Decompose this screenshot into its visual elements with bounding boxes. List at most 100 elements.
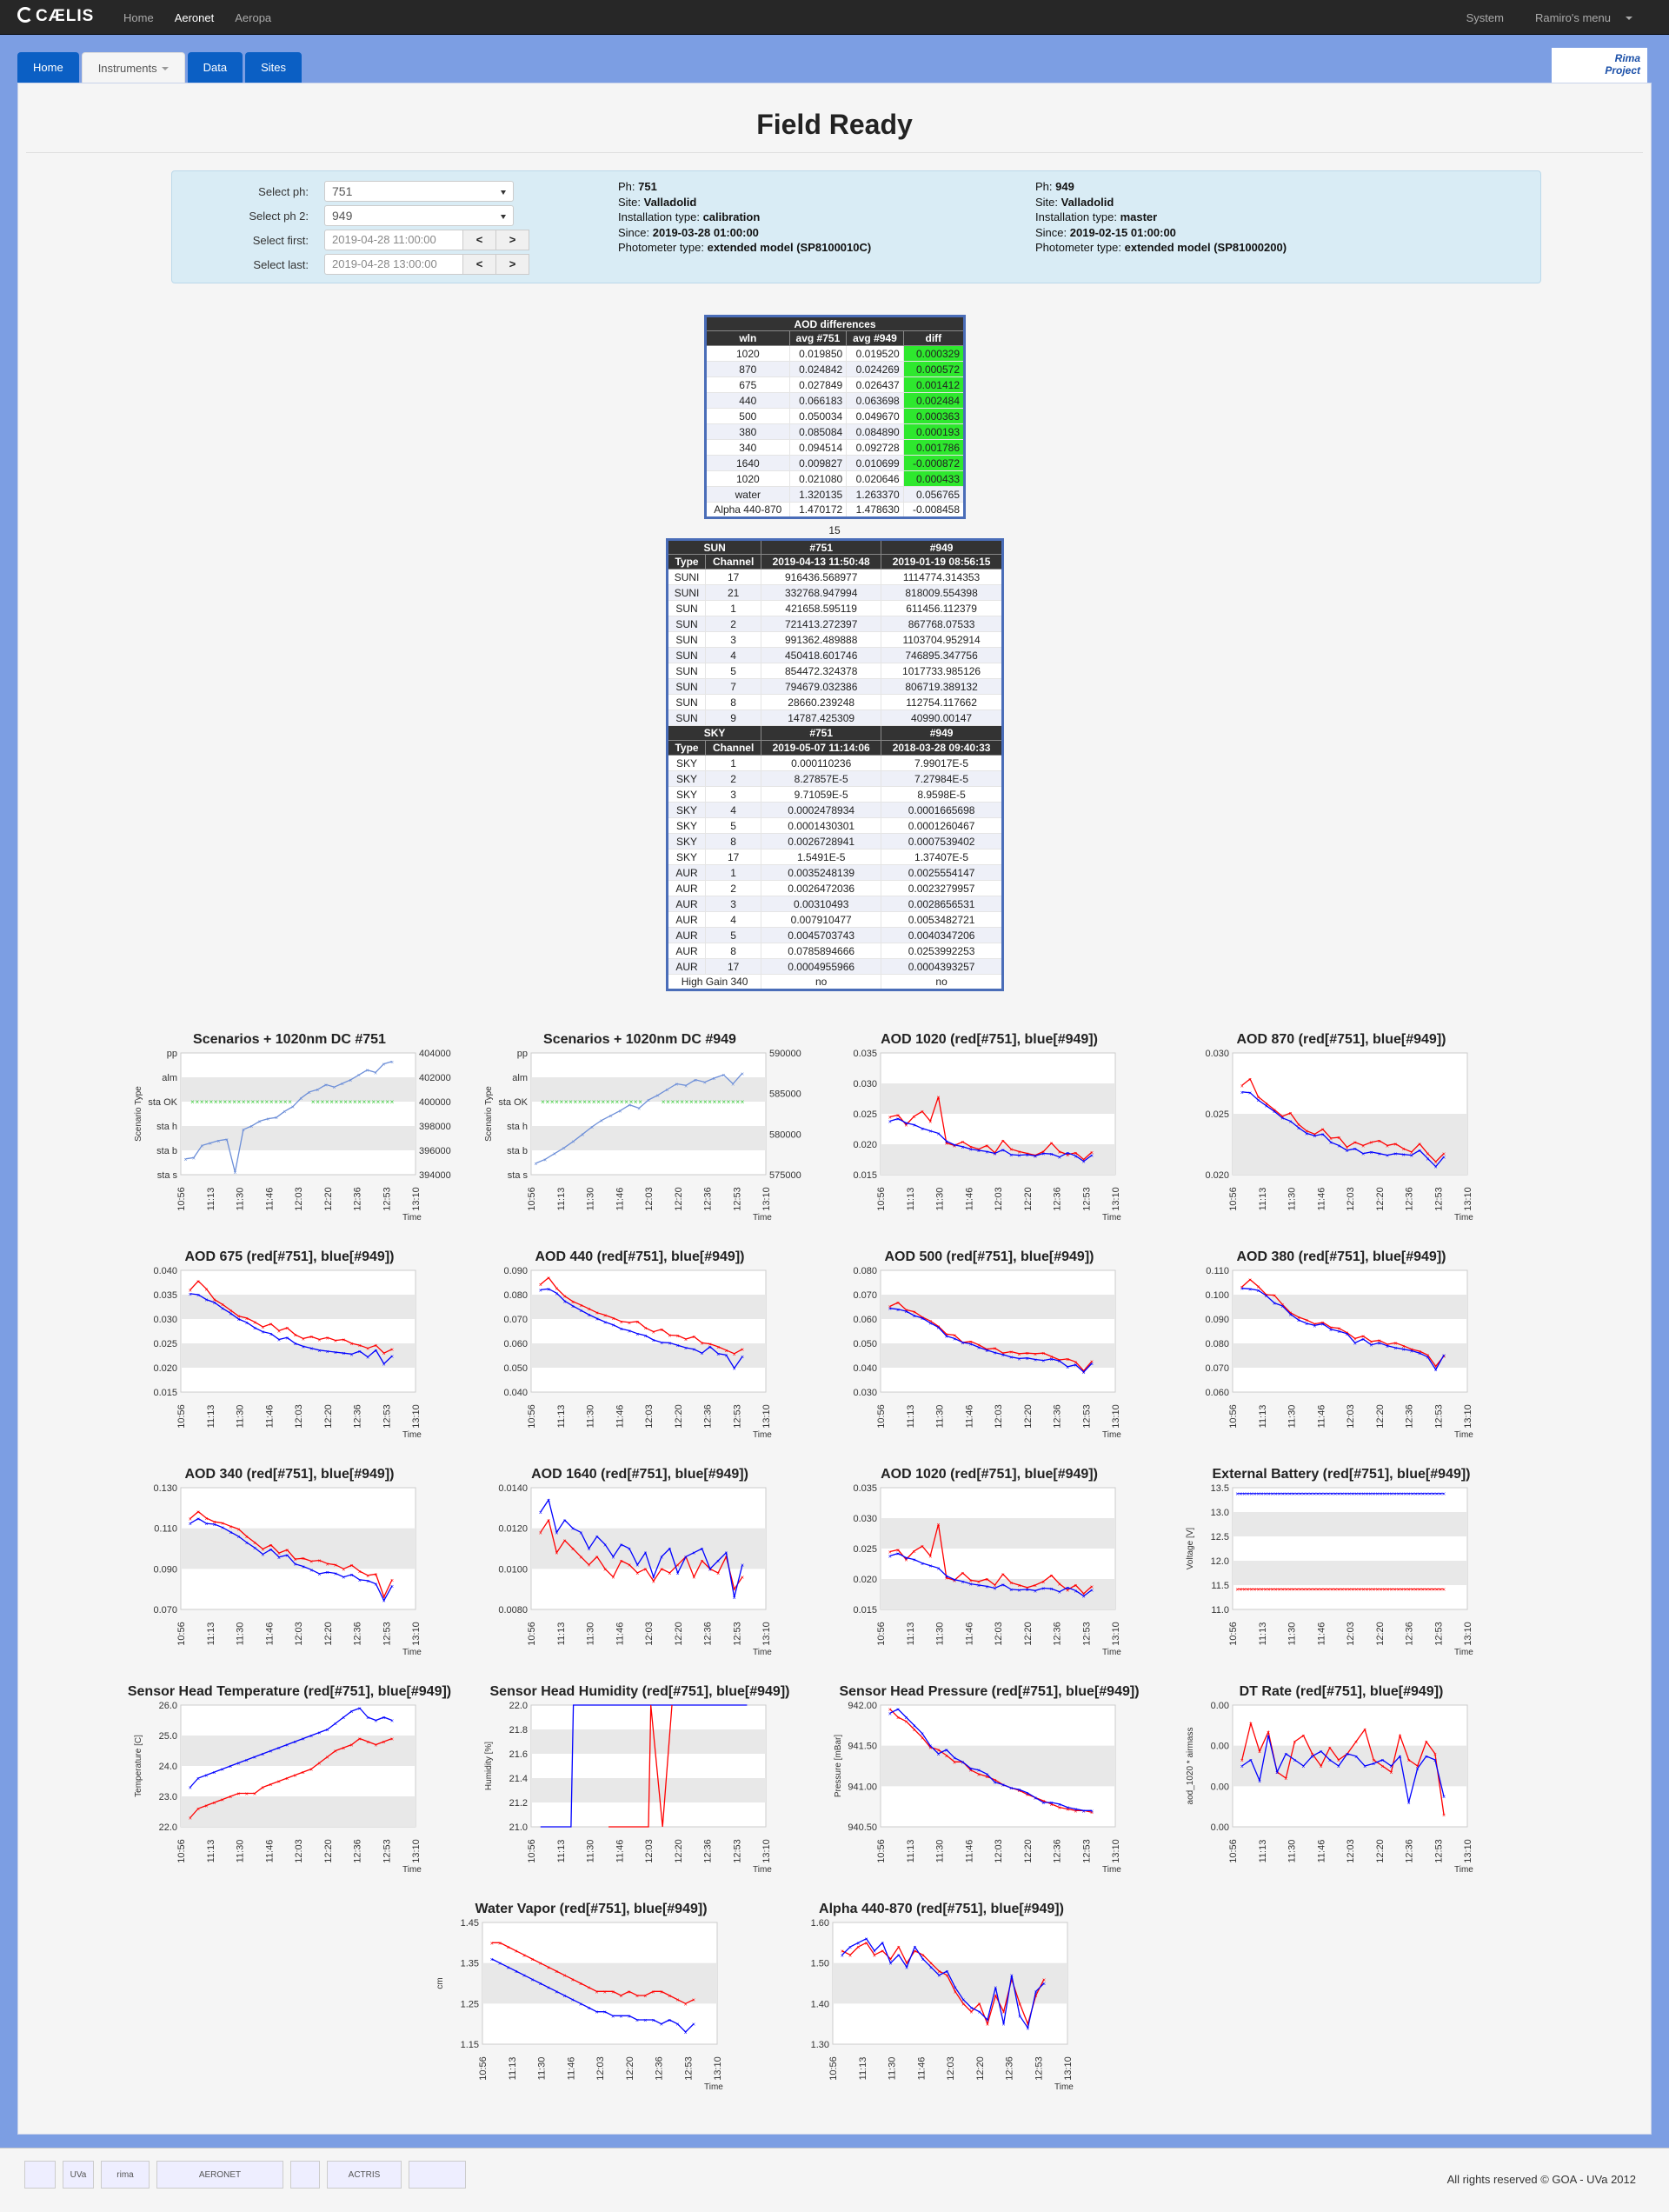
select-last-label: Select last:: [253, 257, 309, 271]
chart-title: AOD 440 (red[#751], blue[#949]): [535, 1249, 745, 1264]
red-point: ×: [1264, 1587, 1267, 1593]
blue-series-line: [540, 1498, 743, 1598]
scenario-point: ×: [269, 1098, 274, 1106]
red-point: ×: [253, 1792, 256, 1798]
blue-point: ×: [334, 1350, 337, 1356]
y-tick-label: 0.100: [1205, 1290, 1229, 1301]
last-next-button[interactable]: >: [496, 254, 529, 275]
first-datetime-input[interactable]: 2019-04-28 11:00:00: [324, 230, 463, 250]
tab-data[interactable]: Data: [187, 52, 243, 83]
chart-title: External Battery (red[#751], blue[#949]): [1213, 1467, 1471, 1482]
first-next-button[interactable]: >: [496, 230, 529, 250]
x-tick-label: 11:30: [586, 1188, 596, 1211]
cal-channel: 17: [705, 958, 762, 975]
partner-logo[interactable]: ACTRIS: [327, 2161, 402, 2189]
red-point: ×: [221, 1798, 224, 1804]
red-point: ×: [1380, 1764, 1384, 1770]
cal-type: SUNI: [666, 584, 707, 601]
red-point: ×: [1297, 1316, 1300, 1322]
y-axis-label: Pressure [mBar]: [834, 1735, 843, 1797]
x-axis-label: Time: [402, 1648, 422, 1657]
blue-point: ×: [285, 1336, 289, 1342]
blue-point: ×: [1393, 1492, 1397, 1498]
y-tick-label: alm: [162, 1073, 177, 1083]
last-datetime-input[interactable]: 2019-04-28 13:00:00: [324, 254, 463, 275]
partner-logo[interactable]: AERONET: [156, 2161, 283, 2189]
grid-band: [881, 1745, 1115, 1787]
scenario-point: ×: [694, 1098, 698, 1106]
aod-wln: 340: [705, 439, 790, 456]
cal-751: 854472.324378: [761, 663, 882, 679]
blue-point: ×: [1369, 1150, 1373, 1156]
last-prev-button[interactable]: <: [463, 254, 496, 275]
blue-point: ×: [1386, 1344, 1389, 1350]
tab-sites[interactable]: Sites: [245, 52, 302, 83]
red-point: ×: [1402, 1147, 1406, 1153]
blue-point: ×: [913, 1723, 916, 1729]
blue-point: ×: [1302, 1492, 1306, 1498]
blue-point: ×: [1246, 1492, 1249, 1498]
x-tick-label: 11:13: [556, 1405, 567, 1429]
red-point: ×: [1058, 1582, 1061, 1589]
cal-949: 746895.347756: [881, 647, 1003, 663]
cal-type: SKY: [666, 770, 707, 787]
blue-point: ×: [553, 1152, 556, 1158]
select-ph-dropdown[interactable]: 751: [324, 181, 514, 202]
sun-header: SUN #751 #949: [666, 539, 1003, 555]
chart-svg: AOD 870 (red[#751], blue[#949])0.0300.02…: [1205, 1032, 1473, 1223]
blue-point: ×: [1058, 1359, 1061, 1365]
blue-point: ×: [350, 1709, 354, 1716]
red-series-line: [540, 1276, 743, 1355]
x-tick-label: 11:13: [858, 2057, 868, 2081]
blue-point: ×: [221, 1307, 224, 1313]
partner-logo[interactable]: UVa: [63, 2161, 94, 2189]
red-point: ×: [1434, 1364, 1438, 1370]
select-ph2-dropdown[interactable]: 949: [324, 205, 514, 226]
nav-aeropa[interactable]: Aeropa: [235, 10, 272, 24]
red-point: ×: [1333, 1587, 1337, 1593]
blue-series-line: [190, 1293, 393, 1365]
blue-point: ×: [1058, 1156, 1061, 1162]
scenario-point: ×: [349, 1098, 353, 1106]
partner-logo[interactable]: [24, 2161, 56, 2189]
first-prev-button[interactable]: <: [463, 230, 496, 250]
rima-logo-line2: Project: [1605, 64, 1640, 77]
red-point: ×: [1090, 1810, 1094, 1816]
blue-point: ×: [1337, 1764, 1340, 1770]
cal-channel: 5: [705, 663, 762, 679]
x-tick-label: 12:36: [1005, 2056, 1015, 2081]
partner-logo[interactable]: [290, 2161, 320, 2189]
x-tick-label: 11:46: [264, 1840, 275, 1863]
blue-point: ×: [1295, 1492, 1299, 1498]
partner-logo[interactable]: [409, 2161, 466, 2189]
tab-instruments[interactable]: Instruments: [81, 52, 185, 83]
nav-aeronet[interactable]: Aeronet: [174, 10, 215, 24]
x-tick-label: 11:13: [1258, 1840, 1268, 1863]
y2-tick-label: 394000: [419, 1170, 451, 1181]
red-point: ×: [213, 1801, 216, 1807]
red-point: ×: [1009, 1786, 1013, 1792]
red-point: ×: [985, 1775, 988, 1781]
rima-project-logo[interactable]: Rima Project: [1552, 48, 1647, 83]
blue-point: ×: [993, 1587, 996, 1593]
caelis-logo[interactable]: CÆLIS: [17, 7, 94, 26]
cal-type: AUR: [666, 911, 707, 928]
blue-point: ×: [1442, 1492, 1446, 1498]
red-point: ×: [635, 1571, 639, 1577]
y-tick-label: 0.060: [1205, 1388, 1229, 1398]
ph1-since: 2019-03-28 01:00:00: [652, 225, 759, 239]
x-tick-label: 11:46: [615, 1840, 625, 1863]
partner-logo[interactable]: rima: [101, 2161, 150, 2189]
nav-home[interactable]: Home: [123, 10, 154, 24]
red-point: ×: [1404, 1587, 1407, 1593]
cal-949: 611456.112379: [881, 600, 1003, 616]
blue-point: ×: [229, 1311, 232, 1317]
red-point: ×: [342, 1338, 345, 1344]
blue-point: ×: [1345, 1149, 1348, 1155]
blue-point: ×: [986, 2018, 989, 2024]
blue-point: ×: [668, 1341, 671, 1347]
nav-user-menu[interactable]: Ramiro's menu: [1514, 11, 1643, 24]
nav-system[interactable]: System: [1466, 10, 1504, 24]
tab-home[interactable]: Home: [17, 52, 79, 83]
y-axis-label: Scenario Type: [134, 1086, 143, 1142]
